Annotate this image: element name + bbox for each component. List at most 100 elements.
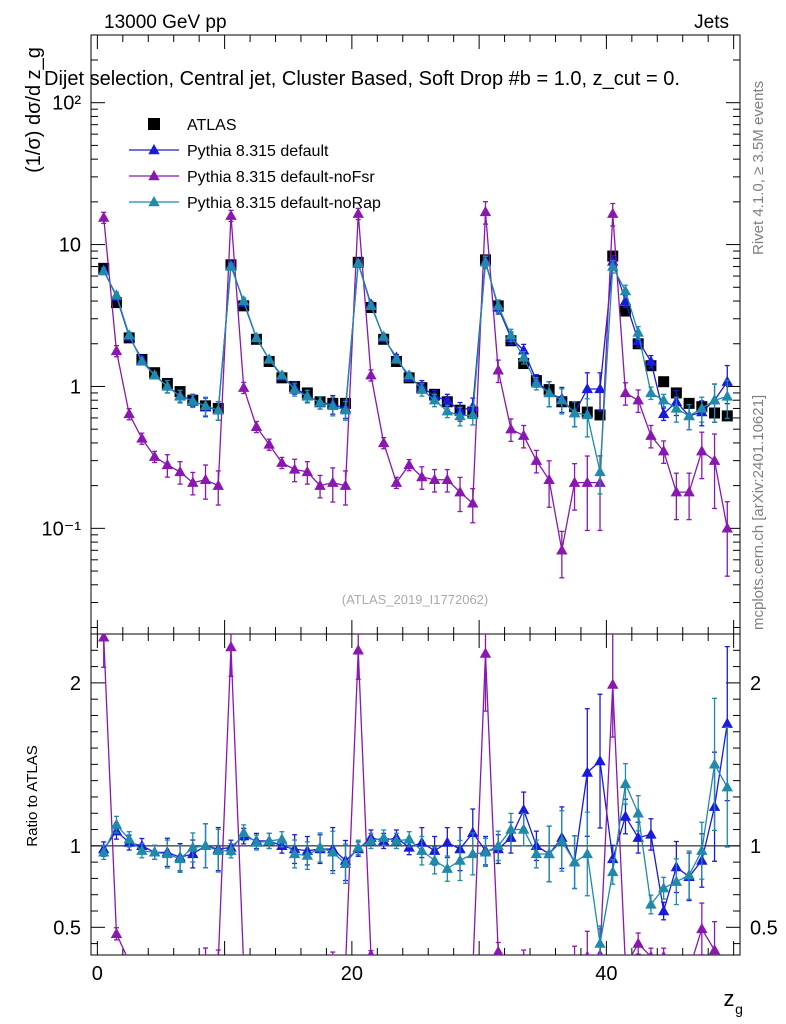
main-marker-default [594,382,606,394]
y-tick-label: 1 [70,376,81,398]
ratio-marker-nofsr [708,944,721,955]
ratio-marker-norap [505,823,517,834]
ratio-marker-default [467,826,479,837]
legend-marker [148,170,160,181]
ratio-marker-norap [276,833,288,844]
ratio-line-nofsr [103,637,718,955]
ratio-series-default [98,645,733,921]
main-marker-nofsr [174,465,186,477]
ratio-marker-norap [568,856,581,867]
main-marker-nofsr [454,486,466,497]
main-marker-nofsr [645,429,657,440]
ratio-y-tick-label-right: 2 [750,673,761,695]
main-line-nofsr [103,211,728,551]
x-tick-label: 40 [595,963,617,985]
ratio-marker-norap [199,839,212,851]
main-marker-norap [276,369,288,380]
main-marker-norap [556,394,568,405]
main-data-layer [98,201,733,579]
main-marker-norap [517,351,530,362]
y-tick-label: 10² [52,93,81,115]
main-marker-nofsr [314,479,326,490]
main-marker-norap [327,399,339,411]
y-tick-label: 10⁻¹ [42,518,82,540]
ratio-y-tick-label-right: 1 [750,836,761,858]
ratio-marker-nofsr [123,956,134,966]
ratio-marker-default [441,836,454,847]
main-series-nofsr [98,201,733,579]
ratio-marker-nofsr [648,950,654,955]
main-marker-norap [263,353,275,364]
main-series-norap [98,255,733,495]
ratio-marker-default [632,831,644,842]
x-tick-label: 20 [341,963,363,985]
main-marker-default [441,394,454,405]
y-tick-label: 10 [59,235,81,257]
ratio-panel: 0.5 0.5 1 1 2 2 Ratio to ATLAS 0 20 40 z g [24,633,778,1017]
main-marker-norap [352,257,364,268]
ratio-marker-default [581,766,593,777]
main-y-axis: 10⁻¹ 1 10 10² [42,34,740,629]
ratio-marker-default [645,828,657,839]
ratio-marker-nofsr [289,960,300,970]
main-marker-norap [441,405,454,416]
main-marker-norap [212,404,224,415]
ratio-marker-nofsr [416,965,427,975]
main-marker-nofsr [543,473,555,484]
main-marker-norap [136,355,148,366]
ratio-marker-nofsr [467,965,478,975]
ratio-marker-norap [161,847,174,859]
main-marker-default [632,334,644,345]
main-marker-norap [403,369,415,380]
main-marker-norap [454,409,466,421]
main-marker-norap [314,396,326,407]
ratio-marker-norap [314,841,326,852]
ratio-marker-nofsr [442,957,453,967]
main-marker-norap [683,409,695,421]
legend: ATLAS Pythia 8.315 default Pythia 8.315 de… [129,117,381,212]
main-marker-nofsr [479,205,492,217]
main-marker-norap [657,394,670,405]
atlas-marker [619,305,631,317]
ratio-marker-norap [492,839,504,851]
atlas-marker [594,409,606,421]
legend-label: Pythia 8.315 default-noFsr [187,169,375,186]
main-marker-default [645,355,657,366]
ratio-marker-norap [301,849,314,860]
ratio-marker-nofsr [683,964,694,974]
ratio-marker-nofsr [531,959,542,969]
atlas-marker [110,297,122,309]
header-left-label: 13000 GeV pp [104,12,227,33]
ratio-marker-norap [543,847,555,859]
main-marker-nofsr [212,479,224,490]
main-marker-norap [530,377,543,388]
main-marker-nofsr [517,429,530,440]
ratio-marker-nofsr [479,647,492,658]
ratio-marker-norap [657,882,670,893]
ratio-marker-nofsr [162,959,173,969]
ratio-marker-norap [428,854,441,865]
main-marker-nofsr [581,476,593,487]
main-marker-nofsr [365,369,377,380]
main-marker-nofsr [123,407,135,419]
main-marker-norap [505,329,517,340]
ratio-marker-nofsr [98,634,110,642]
main-marker-norap [174,390,186,401]
ratio-marker-nofsr [454,960,465,970]
ratio-marker-nofsr [584,950,590,955]
ratio-marker-norap [390,834,403,846]
ratio-marker-nofsr [314,960,325,970]
ratio-marker-nofsr [352,644,364,655]
main-marker-nofsr [339,479,352,490]
main-marker-nofsr [377,436,390,448]
ratio-marker-norap [683,869,695,880]
main-marker-norap [98,265,110,276]
main-marker-norap [288,383,301,394]
ratio-y-axis-label: Ratio to ATLAS [24,745,41,846]
ratio-marker-norap [632,807,644,818]
legend-marker-atlas [148,118,160,130]
ratio-marker-nofsr [367,949,375,955]
ratio-marker-nofsr [225,641,237,652]
ratio-marker-norap [619,777,632,789]
ratio-marker-nofsr [505,964,516,974]
